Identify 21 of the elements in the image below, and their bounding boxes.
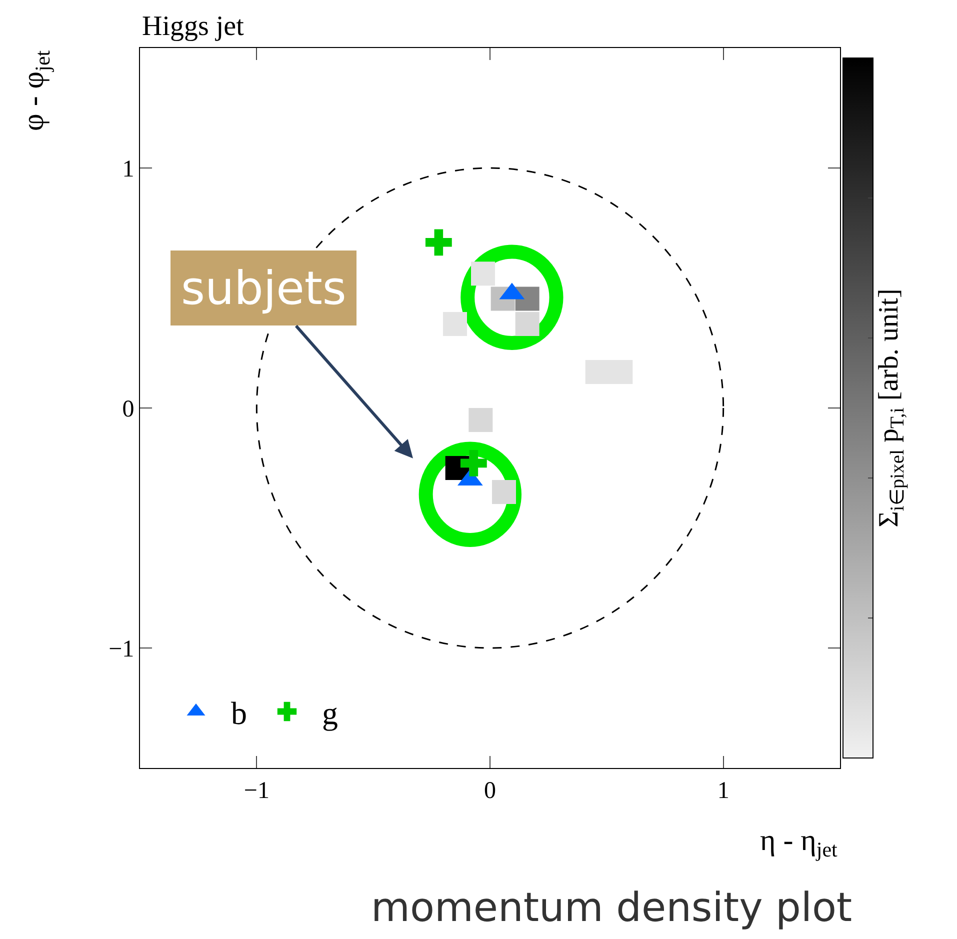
x-tick-label: −1 xyxy=(244,778,270,804)
annotation: subjets xyxy=(181,261,346,315)
point xyxy=(443,312,467,336)
y-tick-label: 1 xyxy=(122,156,134,182)
point xyxy=(515,312,540,336)
x-tick-label: 1 xyxy=(717,778,730,804)
x-axis-title: η - η$_{jet}$ xyxy=(760,824,838,862)
point xyxy=(585,360,610,384)
point xyxy=(471,262,495,286)
x-tick-label: 0 xyxy=(484,778,496,804)
point xyxy=(425,229,452,256)
point xyxy=(608,360,633,384)
point xyxy=(468,408,493,432)
legend-label: g xyxy=(322,694,338,731)
y-tick-label: −1 xyxy=(108,636,134,662)
y-tick-label: 0 xyxy=(122,396,134,422)
chart-title: Higgs jet xyxy=(142,11,244,42)
text: momentum density plot xyxy=(371,885,852,931)
point xyxy=(460,450,487,476)
point xyxy=(492,480,516,504)
legend-label: b xyxy=(231,694,247,731)
